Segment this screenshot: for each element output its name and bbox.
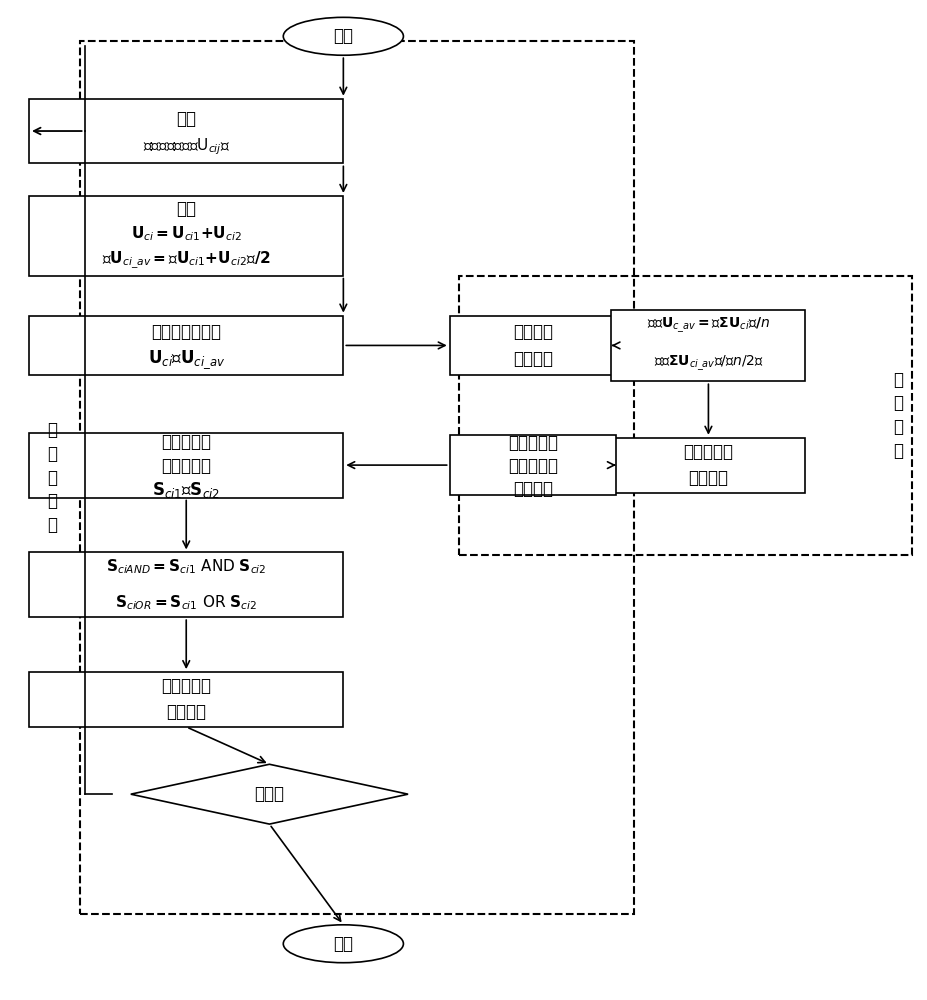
FancyBboxPatch shape: [612, 438, 806, 493]
Text: 模块内电压: 模块内电压: [161, 677, 211, 695]
FancyBboxPatch shape: [29, 433, 343, 498]
Text: $\mathbf{U}_{ci}$或$\mathbf{U}_{ci\_av}$: $\mathbf{U}_{ci}$或$\mathbf{U}_{ci\_av}$: [147, 348, 225, 371]
Text: 主
控
制
器: 主 控 制 器: [893, 371, 903, 460]
Text: 接收模块开: 接收模块开: [161, 433, 211, 451]
FancyBboxPatch shape: [29, 552, 343, 617]
Ellipse shape: [284, 17, 403, 55]
Text: $\mathbf{S}_{ci1}$和$\mathbf{S}_{ci2}$: $\mathbf{S}_{ci1}$和$\mathbf{S}_{ci2}$: [152, 480, 221, 500]
Text: $\mathbf{U}_{ci}\mathbf{=U}_{ci1}\mathbf{+U}_{ci2}$: $\mathbf{U}_{ci}\mathbf{=U}_{ci1}\mathbf…: [131, 224, 242, 243]
Text: 计算$\mathbf{U}_{c\_av}\mathbf{=（\Sigma U}_{ci}\mathbf{）/}n$: 计算$\mathbf{U}_{c\_av}\mathbf{=（\Sigma U}…: [647, 316, 770, 335]
Text: $\mathbf{S}_{ciOR}\mathbf{=S}_{ci1}$ OR $\mathbf{S}_{ci2}$: $\mathbf{S}_{ciOR}\mathbf{=S}_{ci1}$ OR …: [115, 593, 258, 612]
Text: 模
块
控
制
器: 模 块 控 制 器: [47, 421, 57, 534]
Ellipse shape: [284, 925, 403, 963]
Text: 结束？: 结束？: [254, 785, 285, 803]
Text: 电压数据: 电压数据: [513, 350, 552, 368]
FancyBboxPatch shape: [29, 99, 343, 163]
FancyBboxPatch shape: [450, 435, 616, 495]
FancyBboxPatch shape: [450, 316, 616, 375]
Text: 平衡控制: 平衡控制: [689, 469, 729, 487]
Text: （测量电容电压U$_{cij}$）: （测量电容电压U$_{cij}$）: [143, 137, 230, 157]
Text: 计算: 计算: [176, 200, 197, 218]
Text: $\mathbf{S}_{ciAND}\mathbf{=S}_{ci1}$ AND $\mathbf{S}_{ci2}$: $\mathbf{S}_{ciAND}\mathbf{=S}_{ci1}$ AN…: [106, 557, 266, 576]
Text: $\mathbf{或U}_{ci\_av}\mathbf{=（U}_{ci1}\mathbf{+U}_{ci2}\mathbf{）/2}$: $\mathbf{或U}_{ci\_av}\mathbf{=（U}_{ci1}\…: [102, 250, 271, 271]
FancyBboxPatch shape: [612, 310, 806, 381]
Text: 开始: 开始: [334, 27, 353, 45]
Text: 采样: 采样: [176, 110, 197, 128]
FancyBboxPatch shape: [29, 672, 343, 727]
Text: 结束: 结束: [334, 935, 353, 953]
Text: 向模块控制: 向模块控制: [508, 434, 558, 452]
Text: 关控制信号: 关控制信号: [161, 457, 211, 475]
FancyBboxPatch shape: [29, 316, 343, 375]
Text: 模块间电压: 模块间电压: [683, 443, 733, 461]
Text: 平衡控制: 平衡控制: [166, 703, 206, 721]
Text: 接收模块: 接收模块: [513, 323, 552, 341]
Text: 器发送开关: 器发送开关: [508, 457, 558, 475]
FancyBboxPatch shape: [29, 196, 343, 276]
Text: 或（$\mathbf{\Sigma U}_{ci\_av}$）/（$n$/2）: 或（$\mathbf{\Sigma U}_{ci\_av}$）/（$n$/2）: [654, 354, 763, 373]
Text: 控制信号: 控制信号: [513, 480, 552, 498]
Polygon shape: [131, 764, 408, 824]
Text: 向主控制器发送: 向主控制器发送: [151, 323, 222, 341]
